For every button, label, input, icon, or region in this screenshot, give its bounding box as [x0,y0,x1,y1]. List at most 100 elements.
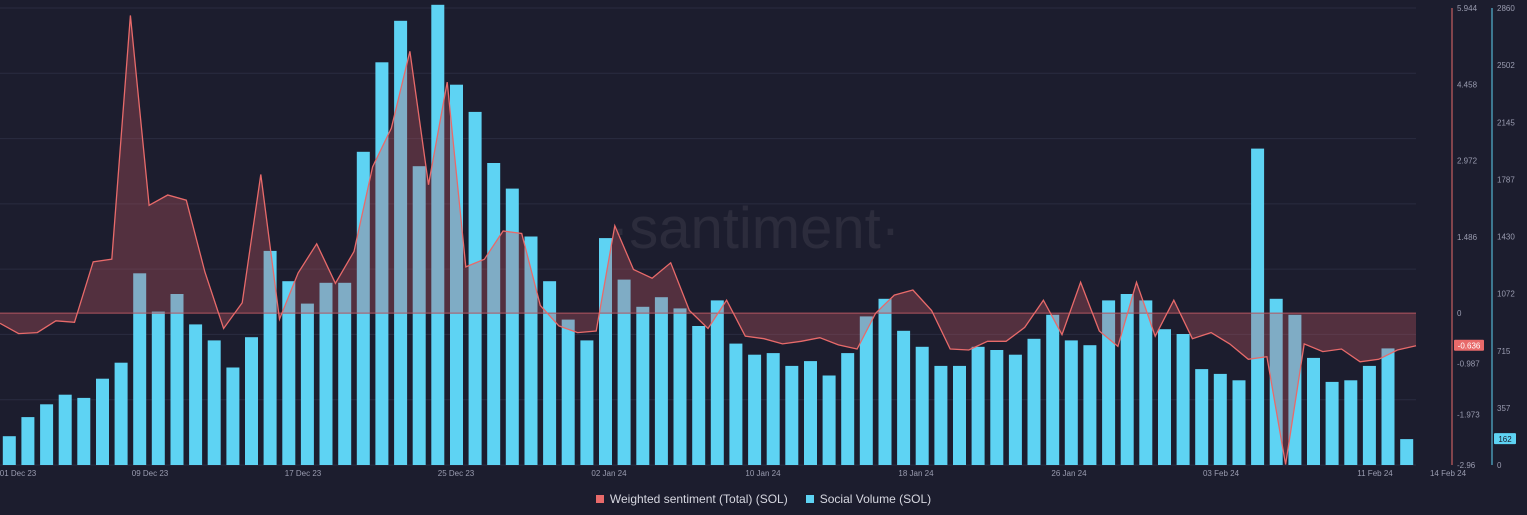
volume-bar [1083,345,1097,465]
watermark-text: ·santiment· [610,196,900,261]
volume-bar [766,353,780,465]
volume-bar [21,417,35,465]
volume-bar [1251,148,1265,465]
volume-bar [729,343,743,465]
x-tick-label: 02 Jan 24 [591,469,627,478]
volume-bar [338,282,352,465]
volume-bar [748,354,762,465]
x-tick-label: 18 Jan 24 [898,469,934,478]
volume-bar [1269,298,1283,465]
x-tick-label: 11 Feb 24 [1357,469,1393,478]
volume-tick-label: 1787 [1497,176,1515,185]
volume-bar [394,20,408,466]
volume-bar [151,311,165,465]
volume-bar [245,337,258,465]
volume-bar [543,281,557,465]
x-tick-label: 17 Dec 23 [285,469,322,478]
legend-label-sentiment: Weighted sentiment (Total) (SOL) [609,492,788,506]
volume-tick-label: 715 [1497,347,1511,356]
volume-bar [1064,340,1078,465]
volume-bar [1232,380,1246,465]
volume-bar [990,350,1004,465]
volume-bar [133,273,147,465]
x-tick-label: 14 Feb 24 [1430,469,1467,478]
volume-bar [1307,357,1320,465]
volume-bar [617,279,631,465]
volume-bar [505,188,519,465]
volume-bar [1213,373,1227,465]
volume-bar [356,151,370,466]
volume-bar [1008,354,1022,465]
sentiment-last-label: -0.636 [1458,342,1481,351]
volume-bar [1176,334,1190,465]
x-tick-label: 01 Dec 23 [0,469,37,478]
volume-bar [953,365,966,465]
volume-bar [114,362,128,465]
volume-last-badge [1494,433,1516,445]
volume-bar [450,84,463,465]
volume-bar [207,340,221,465]
volume-bar [859,316,873,465]
volume-bar [96,378,109,465]
volume-bar [524,236,538,465]
volume-bar [878,298,892,465]
x-tick-label: 03 Feb 24 [1203,469,1240,478]
volume-tick-label: 2502 [1497,61,1515,70]
volume-bar [263,250,277,465]
sentiment-tick-label: 2.972 [1457,157,1478,166]
volume-bar [804,361,817,465]
legend-swatch-sentiment [595,495,604,503]
sentiment-tick-label: -1.973 [1457,410,1480,419]
legend-item-volume[interactable]: Social Volume (SOL) [805,492,932,506]
volume-bar [934,365,948,465]
sentiment-tick-label: 1.486 [1457,233,1478,242]
volume-bar [692,326,706,465]
volume-bar [1344,380,1358,465]
volume-bar [2,436,16,465]
volume-bar [636,306,650,465]
volume-bar [710,300,724,465]
volume-tick-label: 1072 [1497,290,1515,299]
volume-bar [1158,329,1171,465]
volume-bar [822,375,836,465]
volume-bar [1325,381,1339,465]
volume-bar [580,340,594,465]
volume-bar [487,163,501,465]
volume-tick-label: 1430 [1497,233,1515,242]
volume-bar [1362,365,1376,465]
volume-bar [1027,338,1041,465]
volume-bar [654,297,668,465]
volume-bar [915,346,929,465]
volume-tick-label: 2145 [1497,118,1515,127]
volume-bar [319,282,333,465]
legend-item-sentiment[interactable]: Weighted sentiment (Total) (SOL) [595,492,788,506]
x-tick-label: 09 Dec 23 [132,469,169,478]
volume-bar [170,294,184,465]
volume-bar [58,394,72,465]
sentiment-tick-label: -0.987 [1457,360,1480,369]
volume-bar [1139,300,1153,465]
legend: Weighted sentiment (Total) (SOL) Social … [0,492,1527,506]
x-tick-label: 26 Jan 24 [1051,469,1087,478]
volume-bar [226,367,240,465]
volume-bar [431,4,445,466]
volume-bar [1400,439,1414,465]
volume-bar [897,330,911,465]
volume-bar [1046,314,1060,465]
volume-bar [561,319,575,465]
volume-tick-label: 0 [1497,461,1502,470]
volume-bar [412,166,426,465]
volume-bar [841,353,855,465]
legend-label-volume: Social Volume (SOL) [819,492,932,506]
volume-bar [1195,369,1209,465]
volume-tick-label: 357 [1497,404,1511,413]
volume-bar [673,308,687,465]
chart-svg: ·santiment· 5.944 4.458 2.972 1.486 0 -0.987 -1… [0,4,1516,478]
volume-bar [785,365,799,465]
volume-bar [300,303,314,465]
sentiment-tick-label: -2.96 [1457,461,1476,470]
volume-bar [375,62,389,466]
x-tick-label: 10 Jan 24 [745,469,781,478]
volume-bar [77,397,91,465]
